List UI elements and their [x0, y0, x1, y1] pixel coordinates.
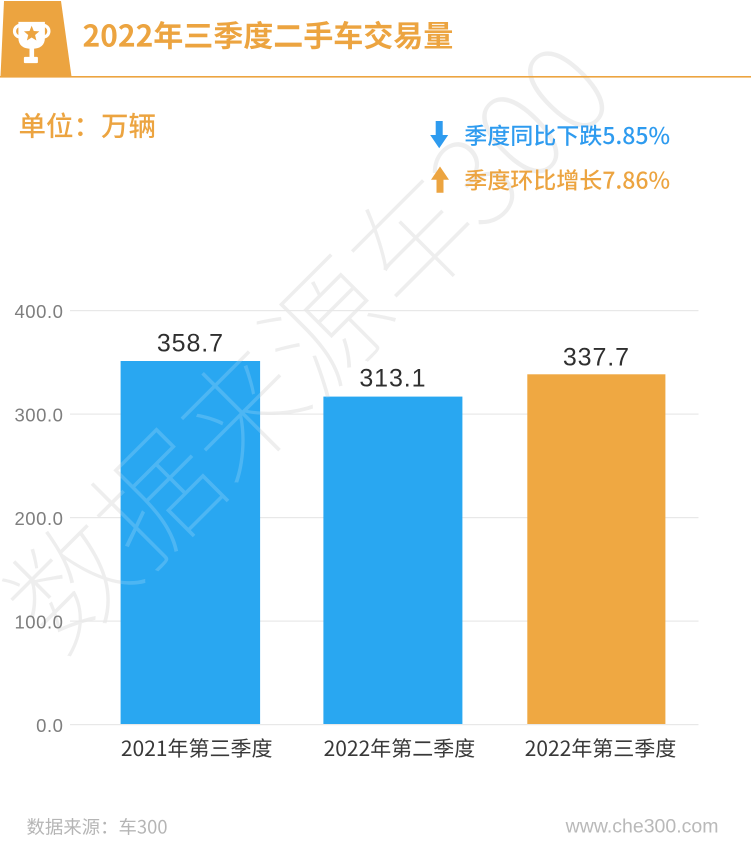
svg-text:358.7: 358.7: [157, 329, 224, 357]
svg-text:400.0: 400.0: [14, 301, 63, 322]
svg-text:300.0: 300.0: [14, 405, 63, 426]
svg-text:337.7: 337.7: [563, 343, 630, 371]
svg-text:313.1: 313.1: [359, 365, 426, 393]
svg-text:100.0: 100.0: [14, 612, 63, 633]
svg-text:200.0: 200.0: [14, 508, 63, 529]
svg-text:0.0: 0.0: [36, 715, 63, 736]
svg-text:www.che300.com: www.che300.com: [565, 816, 719, 838]
